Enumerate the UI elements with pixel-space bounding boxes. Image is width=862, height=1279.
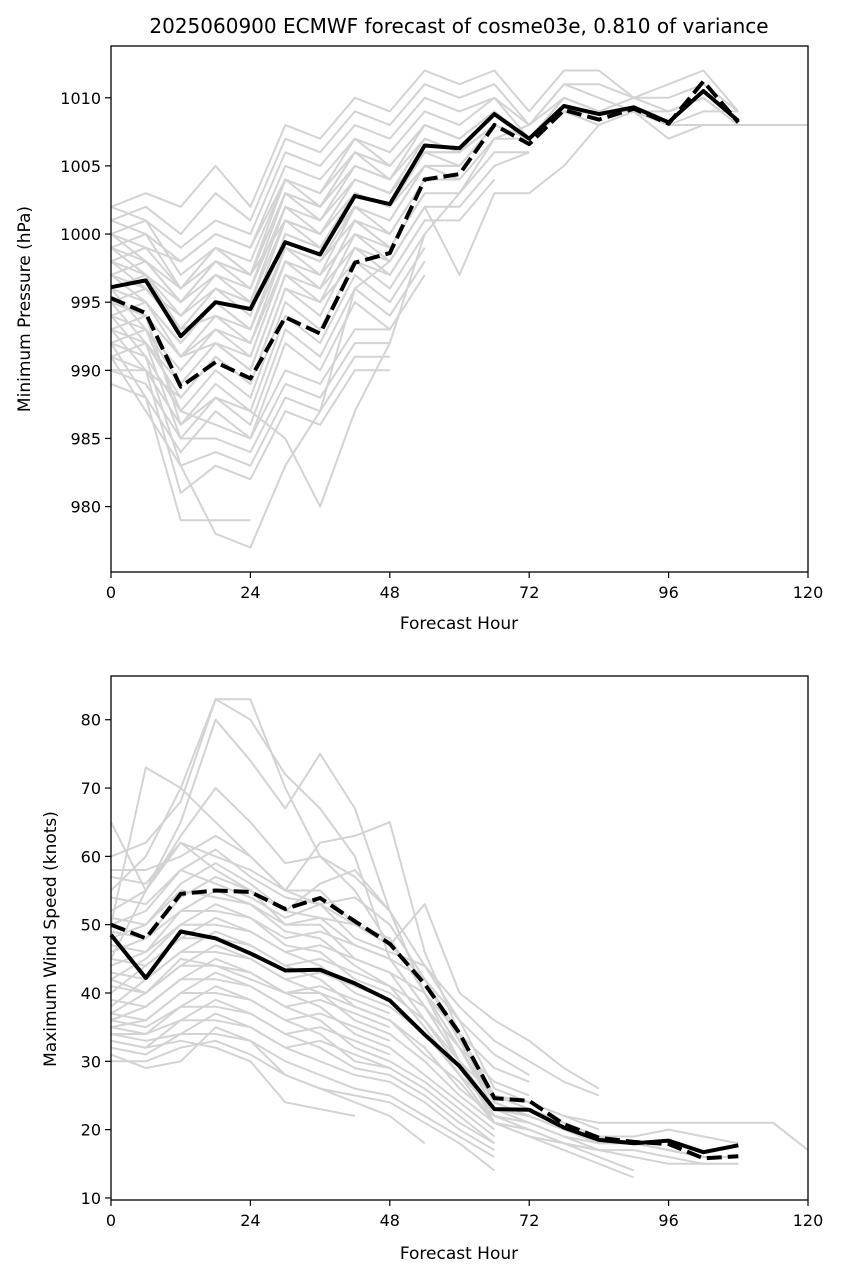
pressure-x-tick-label: 96 [658,583,678,602]
pressure-ensemble-member-18 [110,178,426,345]
wind-ensemble-member-30 [110,964,391,1015]
pressure-x-ticks: 0 24 48 72 96 120 [106,572,823,602]
pressure-ensemble-member-31 [110,124,600,549]
wind-y-tick-label: 20 [81,1121,101,1140]
pressure-y-tick-label: 985 [70,429,101,448]
wind-dashed-line [110,888,739,1161]
wind-ensemble-member-19 [110,998,495,1145]
wind-y-tick-label: 80 [81,711,101,730]
pressure-panel: 0 24 48 72 96 120 980 985 990 995 1000 1005 1010 Fo… [15,45,823,634]
pressure-ensemble-member-27 [110,301,390,454]
wind-x-tick-label: 24 [240,1211,260,1230]
wind-ensemble-member-36 [110,1039,356,1117]
pressure-ensemble-member-34 [110,124,496,331]
wind-ensemble-member-31 [110,978,391,1029]
pressure-ensemble-member-26 [110,287,390,440]
wind-x-tick-label: 48 [380,1211,400,1230]
pressure-y-tick-label: 1005 [60,157,101,176]
wind-y-tick-label: 30 [81,1052,101,1071]
pressure-ensemble-member-13 [111,178,496,399]
wind-y-ticks: 10 20 30 40 50 60 70 80 [81,711,111,1208]
wind-ensemble-member-8 [110,848,600,1097]
pressure-ensemble-member-28 [110,315,390,467]
pressure-ensemble-member-30 [110,342,251,522]
wind-ensemble-member-28 [110,937,635,1179]
pressure-ensemble-member-29 [110,328,390,494]
wind-y-tick-label: 40 [81,984,101,1003]
wind-x-tick-label: 96 [658,1211,678,1230]
pressure-ensemble-member-32 [110,96,739,508]
wind-ensemble-member-23 [110,841,600,1131]
wind-panel: 0 24 48 72 96 120 10 20 30 40 50 60 70 80 Forecast H… [41,675,823,1264]
pressure-ensemble-member-38 [110,219,391,358]
wind-ensemble-member-37 [110,957,739,1165]
pressure-y-axis-label: Minimum Pressure (hPa) [15,206,35,412]
pressure-x-tick-label: 48 [380,583,400,602]
pressure-ensemble-member-25 [110,274,426,454]
wind-axes-frame [110,675,809,1201]
wind-ensemble-member-20 [110,1012,495,1151]
pressure-y-tick-label: 980 [70,498,101,517]
wind-ensemble-member-26 [110,910,600,1152]
wind-ensemble-member-34 [110,1019,391,1070]
wind-y-tick-label: 10 [81,1189,101,1208]
pressure-y-tick-label: 1000 [60,225,101,244]
pressure-highlight-lines [110,79,740,389]
pressure-x-tick-label: 24 [240,583,260,602]
pressure-y-tick-label: 1010 [60,89,101,108]
wind-y-tick-label: 50 [81,916,101,935]
wind-ensemble-member-24 [110,869,600,1138]
wind-y-tick-label: 70 [81,779,101,798]
pressure-y-tick-label: 990 [70,361,101,380]
wind-x-tick-label: 0 [106,1211,116,1230]
pressure-axes-frame [110,45,809,573]
wind-x-axis-label: Forecast Hour [400,1244,518,1264]
pressure-x-tick-label: 0 [106,583,116,602]
wind-ensemble-member-32 [110,992,391,1042]
wind-x-tick-label: 120 [793,1211,824,1230]
pressure-ensemble-member-37 [110,192,391,331]
pressure-x-tick-label: 120 [793,583,824,602]
pressure-ensemble-member-36 [110,151,391,290]
wind-x-ticks: 0 24 48 72 96 120 [106,1200,823,1230]
wind-y-axis-label: Maximum Wind Speed (knots) [41,811,61,1067]
wind-ensemble-member-27 [110,923,635,1172]
wind-ensemble-member-33 [110,1005,391,1056]
wind-y-tick-label: 60 [81,847,101,866]
wind-ensemble-member-35 [110,1033,426,1145]
pressure-ensemble-member-20 [110,206,426,385]
wind-x-tick-label: 72 [519,1211,539,1230]
pressure-ensemble-member-35 [110,137,391,276]
pressure-x-tick-label: 72 [519,583,539,602]
pressure-x-axis-label: Forecast Hour [400,614,518,634]
wind-ensemble-member-21 [110,1026,495,1158]
pressure-ensemble-member-23 [110,247,426,426]
chart-title: 2025060900 ECMWF forecast of cosme03e, 0… [149,14,768,38]
pressure-ensemble-member-33 [110,110,496,304]
wind-highlight-lines [109,888,739,1161]
pressure-y-ticks: 980 985 990 995 1000 1005 1010 [60,89,111,517]
pressure-y-tick-label: 995 [70,293,101,312]
wind-ensemble-member-29 [110,951,391,1001]
pressure-dashed-line [110,79,740,389]
